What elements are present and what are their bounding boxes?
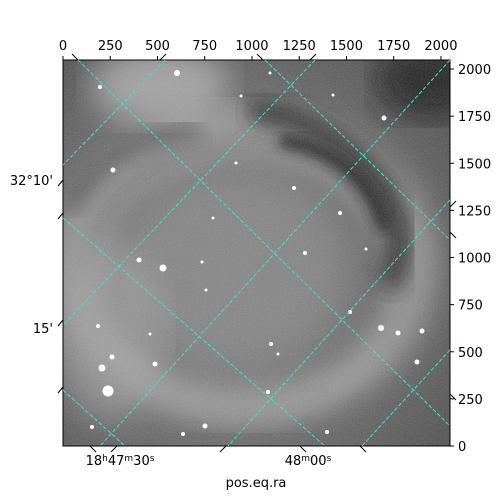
star xyxy=(90,425,94,429)
right-tick-label: 250 xyxy=(458,393,483,408)
right-tick-label: 750 xyxy=(458,299,483,314)
right-tick-label: 1250 xyxy=(458,204,491,219)
star xyxy=(136,257,142,263)
world-axis-ticks xyxy=(57,53,457,453)
top-tick-label: 1750 xyxy=(377,39,410,54)
world-grid xyxy=(63,60,450,446)
star xyxy=(152,361,158,367)
star xyxy=(268,71,272,75)
grid-line-ra-1 xyxy=(63,60,166,166)
grid-line-ra-2 xyxy=(63,60,316,326)
grid-line-dec-4 xyxy=(63,389,126,446)
star xyxy=(276,352,280,356)
x-axis-title: pos.eq.ra xyxy=(226,476,287,491)
star xyxy=(292,186,296,190)
star xyxy=(419,328,425,334)
ra-tick-label-2: 48m00s xyxy=(285,454,332,469)
top-tick-label: 1500 xyxy=(330,39,363,54)
star xyxy=(234,161,238,165)
star xyxy=(364,247,368,251)
star xyxy=(266,390,270,394)
star xyxy=(348,310,352,314)
star xyxy=(202,423,208,429)
star xyxy=(303,251,307,255)
grid-line-ra-5 xyxy=(361,349,450,446)
right-pixel-axis: 0 250 500 750 1000 1250 1500 1750 2000 xyxy=(450,63,491,455)
top-pixel-axis: 0 250 500 750 1000 1250 1500 1750 2000 xyxy=(59,39,457,60)
top-tick-label: 250 xyxy=(98,39,123,54)
grid-line-ra-4 xyxy=(227,199,450,446)
star xyxy=(96,324,100,328)
right-tick-label: 2000 xyxy=(458,63,491,78)
grid-line-ra-3 xyxy=(99,60,450,446)
right-tick-label: 500 xyxy=(458,346,483,361)
plot-frame xyxy=(62,59,451,447)
star xyxy=(395,330,401,336)
star xyxy=(378,325,384,331)
right-tick-label: 0 xyxy=(458,440,466,455)
star xyxy=(98,364,106,372)
top-tick-label: 2000 xyxy=(424,39,457,54)
star xyxy=(200,260,204,264)
grid-line-dec-2 xyxy=(264,60,450,241)
star xyxy=(174,70,180,76)
sky-image xyxy=(63,60,450,446)
star xyxy=(325,430,329,434)
star xyxy=(102,385,114,397)
star xyxy=(110,167,116,173)
star xyxy=(269,342,273,346)
top-tick-label: 1000 xyxy=(235,39,268,54)
star xyxy=(331,93,335,97)
star xyxy=(159,264,167,272)
star xyxy=(414,359,420,365)
star xyxy=(109,354,115,360)
right-tick-label: 1750 xyxy=(458,110,491,125)
dec-tick-label-2: 15' xyxy=(33,322,53,337)
top-tick-label: 750 xyxy=(192,39,217,54)
star xyxy=(148,332,152,336)
right-tick-label: 1500 xyxy=(458,157,491,172)
star xyxy=(211,216,215,220)
ra-tick-label-1: 18h47m30s xyxy=(86,454,155,469)
star xyxy=(181,432,185,436)
top-tick-label: 0 xyxy=(59,39,67,54)
grid-line-dec-1 xyxy=(77,60,450,427)
star xyxy=(204,288,208,292)
star xyxy=(239,94,243,98)
top-tick-label: 1250 xyxy=(283,39,316,54)
star-field xyxy=(90,70,425,436)
right-tick-label: 1000 xyxy=(458,252,491,267)
dec-tick-label-1: 32°10' xyxy=(10,174,53,189)
star xyxy=(98,85,102,89)
star xyxy=(381,115,387,121)
star xyxy=(338,211,342,215)
top-tick-label: 500 xyxy=(145,39,170,54)
grid-line-dec-3 xyxy=(63,217,326,446)
